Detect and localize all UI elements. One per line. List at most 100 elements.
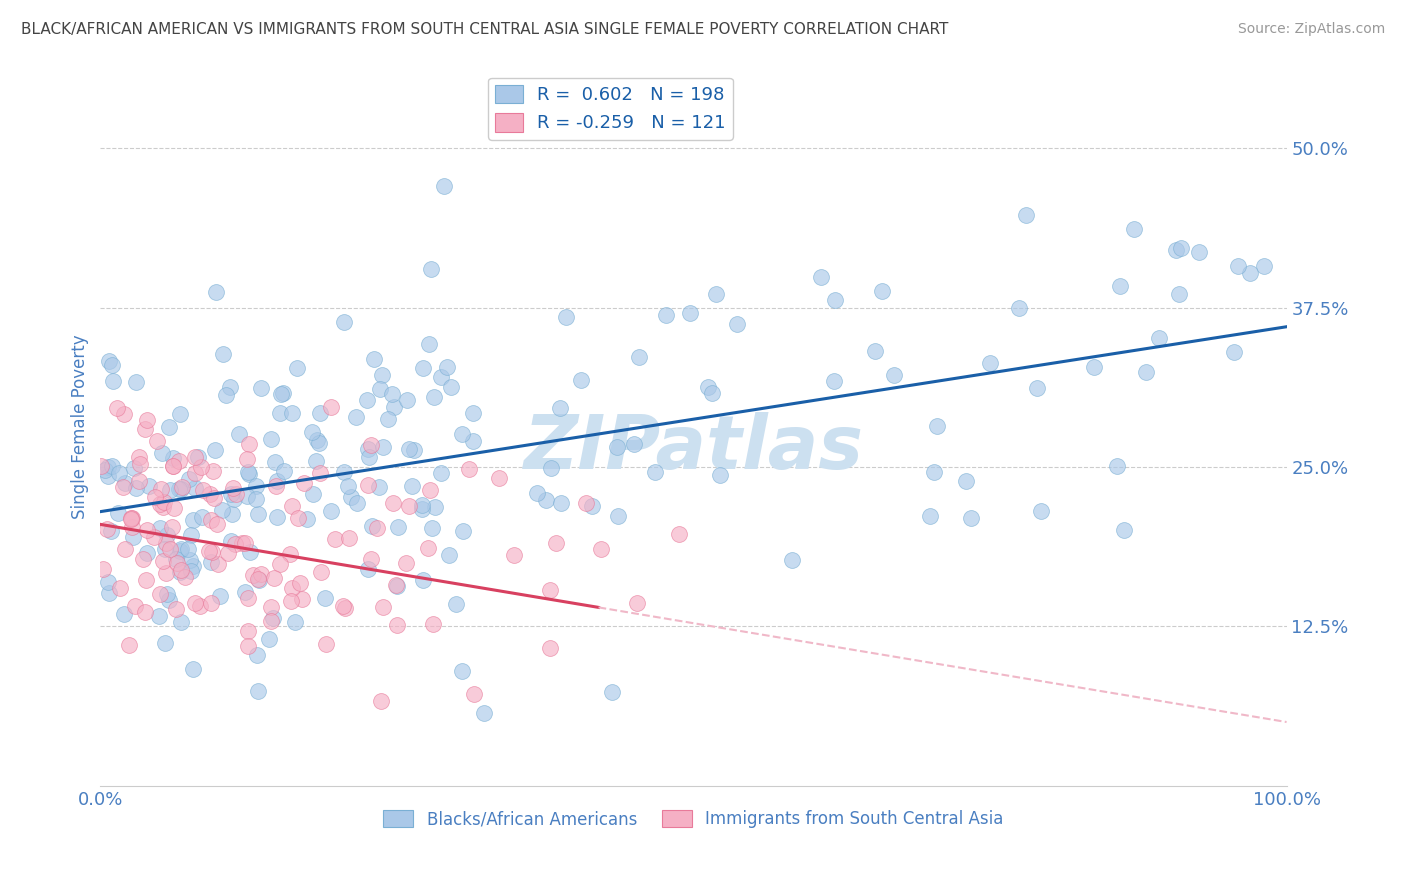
Point [136,413,159,427]
Point [419,483,441,498]
Point [250,566,273,581]
Point [236,639,259,653]
Point [98,586,121,600]
Point [179,553,201,567]
Point [201,545,224,559]
Point [169,615,191,630]
Point [280,594,302,608]
Text: BLACK/AFRICAN AMERICAN VS IMMIGRANTS FROM SOUTH CENTRAL ASIA SINGLE FEMALE POVER: BLACK/AFRICAN AMERICAN VS IMMIGRANTS FRO… [21,22,949,37]
Point [170,541,193,556]
Point [1105,458,1128,473]
Point [607,509,630,524]
Point [121,530,143,544]
Point [156,527,179,541]
Point [1166,243,1188,257]
Point [321,400,343,414]
Point [233,535,256,549]
Point [287,511,309,525]
Point [190,509,212,524]
Point [236,465,259,479]
Point [368,382,391,396]
Point [101,358,124,372]
Point [97,574,120,589]
Point [179,472,201,486]
Point [207,557,229,571]
Point [401,478,423,492]
Point [333,315,356,329]
Point [205,285,228,300]
Point [122,460,145,475]
Text: ZIPatlas: ZIPatlas [523,412,863,485]
Point [107,506,129,520]
Point [148,497,170,511]
Point [118,638,141,652]
Point [360,552,382,566]
Point [150,446,173,460]
Point [224,537,246,551]
Point [472,706,495,720]
Point [121,520,143,534]
Point [1253,260,1275,274]
Point [569,373,592,387]
Point [128,474,150,488]
Point [204,443,226,458]
Point [544,536,567,550]
Point [1112,524,1135,538]
Point [180,528,202,542]
Point [295,512,318,526]
Point [922,466,945,480]
Point [269,558,291,572]
Point [260,599,283,614]
Point [152,495,174,509]
Point [387,618,409,632]
Point [200,513,222,527]
Point [402,443,425,458]
Point [211,502,233,516]
Point [155,566,177,580]
Point [538,583,561,598]
Point [488,471,510,485]
Point [245,478,267,492]
Point [700,386,723,401]
Point [363,351,385,366]
Point [97,354,120,368]
Point [526,486,548,500]
Point [245,491,267,506]
Point [623,437,645,451]
Point [219,486,242,500]
Point [360,437,382,451]
Point [538,640,561,655]
Point [263,571,285,585]
Point [169,544,191,558]
Point [90,458,112,473]
Point [626,596,648,610]
Point [356,392,378,407]
Point [200,596,222,610]
Point [239,545,262,559]
Point [181,513,204,527]
Point [344,410,367,425]
Point [224,492,246,507]
Point [143,490,166,504]
Point [263,455,285,469]
Point [180,564,202,578]
Point [534,493,557,508]
Point [925,418,948,433]
Point [167,482,190,496]
Point [177,542,200,557]
Point [217,546,239,560]
Point [184,481,207,495]
Point [219,534,242,549]
Point [173,570,195,584]
Point [266,510,288,524]
Point [121,510,143,524]
Point [91,562,114,576]
Point [1109,278,1132,293]
Point [259,632,281,646]
Point [307,433,329,447]
Point [153,541,176,556]
Point [278,547,301,561]
Point [97,469,120,483]
Point [1029,504,1052,518]
Point [704,287,727,301]
